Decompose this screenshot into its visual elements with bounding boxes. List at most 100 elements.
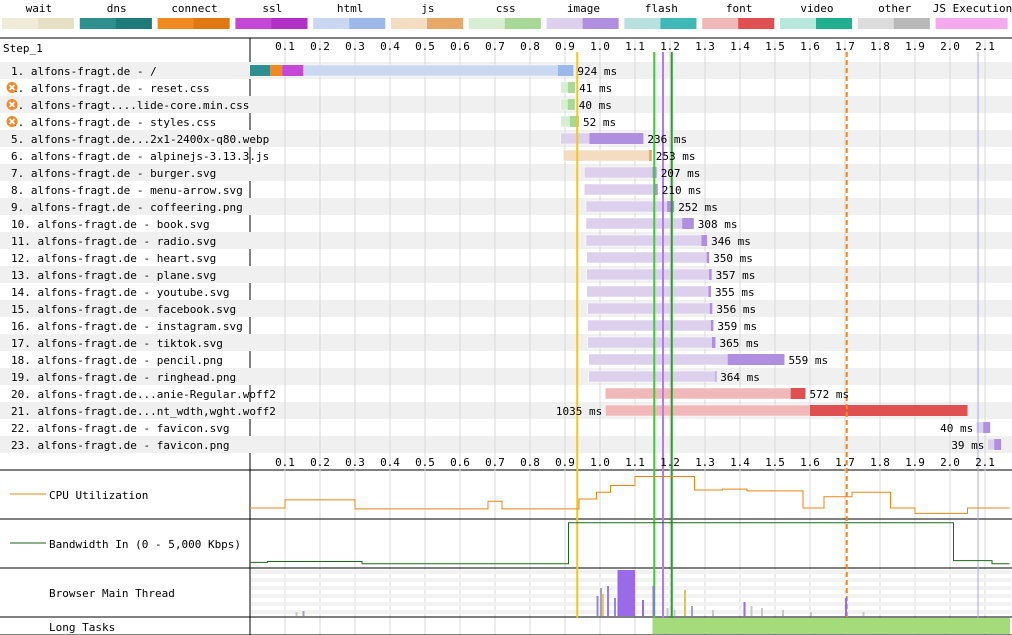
request-duration: 252 ms [678,201,718,214]
legend-label: video [800,2,833,15]
request-label: 22. alfons-fragt.de - favicon.svg [11,422,230,435]
tick-label: 0.7 [485,40,505,53]
tick-label: 1.0 [590,456,610,469]
row-stripe [0,130,1012,147]
tick-label: 0.1 [275,40,295,53]
legend-swatch-dark [427,18,463,29]
request-bar-download [649,150,652,161]
tick-label: 1.6 [800,456,820,469]
tick-label: 2.0 [940,456,960,469]
request-bar-download [558,65,574,76]
row-stripe [0,266,1012,283]
request-label: 15. alfons-fragt.de - facebook.svg [11,303,236,316]
request-label: 23. alfons-fragt.de - favicon.png [11,439,230,452]
tick-label: 0.5 [415,456,435,469]
request-label: 9. alfons-fragt.de - coffeering.png [11,201,243,214]
main-thread-activity [617,570,622,616]
request-bar [585,234,708,247]
request-bar [587,336,716,349]
legend-label: connect [171,2,217,15]
request-label: 20. alfons-fragt.de...anie-Regular.woff2 [11,388,276,401]
request-bar-download [709,269,712,280]
tick-label: 0.3 [345,40,365,53]
request-duration: 253 ms [656,150,696,163]
request-bar-download [710,320,714,331]
request-bar-download [708,286,711,297]
tick-label: 1.1 [625,456,645,469]
main-thread-activity [628,570,632,616]
legend-swatch-dark [738,18,775,29]
row-stripe [0,334,1012,351]
main-thread-activity [810,612,812,616]
request-label: 11. alfons-fragt.de - radio.svg [11,235,216,248]
step-label: Step_1 [3,42,43,55]
request-bar-download [589,133,644,144]
tick-label: 1.7 [835,456,855,469]
main-thread-activity [743,602,746,616]
row-stripe [0,198,1012,215]
main-thread-activity [684,590,686,616]
main-thread-activity [295,612,298,616]
request-duration: 41 ms [579,82,612,95]
request-label: 13. alfons-fragt.de - plane.svg [11,269,216,282]
request-bar-download [654,184,658,195]
tick-label: 0.4 [380,40,400,53]
tick-label: 0.7 [485,456,505,469]
request-label: 2. alfons-fragt.de - reset.css [11,82,210,95]
request-bar-download [701,235,708,246]
request-duration: 1035 ms [556,405,602,418]
tick-label: 0.2 [310,40,330,53]
main-thread-activity [624,570,629,616]
request-duration: 236 ms [647,133,687,146]
request-bar-download [682,218,694,229]
long-tasks-label: Long Tasks [49,621,115,634]
main-thread-activity [607,586,609,616]
request-bar [587,302,713,315]
request-bar-phase [282,65,304,76]
request-label: 14. alfons-fragt.de - youtube.svg [11,286,230,299]
tick-label: 2.1 [975,456,995,469]
request-duration: 355 ms [715,286,755,299]
request-label: 5. alfons-fragt.de...2x1-2400x-q80.webp [11,133,269,146]
request-bar [584,183,658,196]
tick-label: 1.0 [590,40,610,53]
row-stripe [0,368,1012,385]
tick-label: 1.5 [765,40,785,53]
request-bar [584,166,657,179]
request-labels: 924 ms 1. alfons-fragt.de - / 41 ms 2. alfo… [6,65,984,452]
main-thread-activity [666,608,669,616]
legend-swatch-dark [816,18,852,29]
request-duration: 40 ms [579,99,612,112]
request-bar-phase [250,65,271,76]
legend-swatch [935,18,1008,29]
legend-label: other [878,2,911,15]
request-duration: 346 ms [711,235,751,248]
legend-swatch-dark [893,18,930,29]
request-bar-download [810,405,968,416]
tick-label: 0.6 [450,40,470,53]
request-bar-download [667,201,675,212]
request-bar-download [567,82,576,93]
tick-label: 0.6 [450,456,470,469]
request-bar-download [727,354,785,365]
main-thread-activity [621,570,625,616]
request-bar-download [994,439,1002,450]
tick-label: 1.6 [800,40,820,53]
time-axis: 0.1 0.1 0.2 0.2 0.3 0.3 0.4 0.4 0.5 0.5 0.6 0.6 0.7 0… [275,40,995,469]
main-thread-activity [761,608,763,616]
request-bar [587,319,714,332]
graph-panels [0,518,1012,635]
request-bar [586,285,712,298]
cpu-utilization-line [250,476,1010,514]
legend-swatch-dark [38,18,74,29]
legend-label: css [496,2,516,15]
row-stripe [0,96,1012,113]
tick-label: 1.5 [765,456,785,469]
tick-label: 1.8 [870,456,890,469]
request-duration: 350 ms [713,252,753,265]
request-label: 8. alfons-fragt.de - menu-arrow.svg [11,184,243,197]
request-bars [249,64,1002,451]
row-backgrounds [0,37,1012,635]
main-thread-activity [691,606,693,616]
request-bar [588,370,717,383]
